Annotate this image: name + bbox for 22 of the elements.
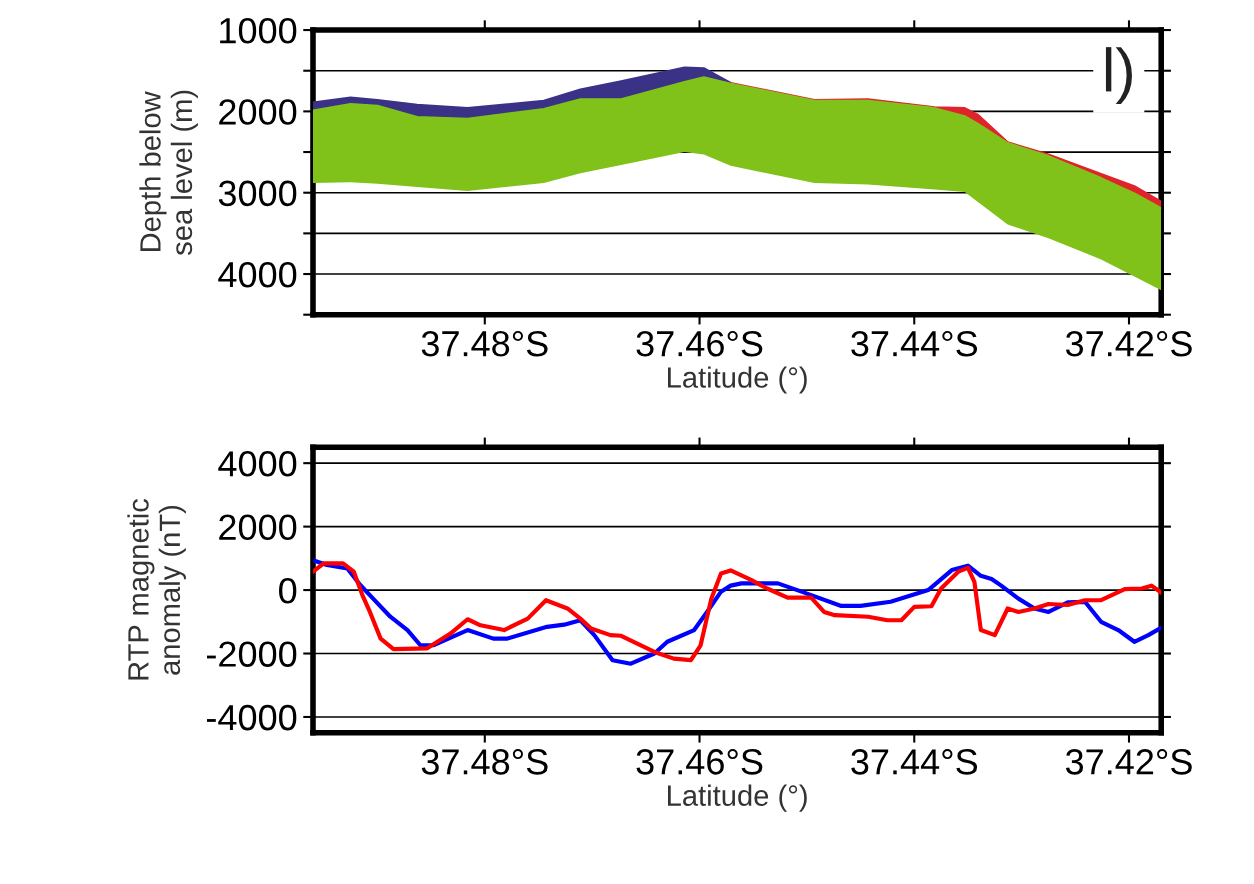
x-tick-label: 37.44°S [851,749,978,775]
x-tick-label: 37.46°S [636,749,763,775]
x-axis-title: Latitude (°) [668,366,807,394]
x-tick-label: 37.46°S [636,330,763,357]
y-tick-label: 1000 [220,17,297,44]
y-tick-label: 4000 [218,451,297,477]
x-tick-label: 37.42°S [1065,749,1192,775]
y-tick-label: 3000 [218,180,297,207]
y-tick-label: 4000 [218,261,297,288]
x-tick-label: 37.44°S [851,330,978,357]
x-tick-label: 37.42°S [1065,330,1192,357]
y-tick-label: -4000 [206,704,297,731]
x-tick-label: 37.48°S [421,330,548,357]
y-axis-title: Depth below sea level (m) [139,90,198,256]
y-tick-label: -2000 [206,641,297,667]
y-tick-label: 2000 [219,514,297,541]
annotation: l) [1105,47,1132,105]
y-tick-label: 2000 [219,99,297,125]
x-tick-label: 37.48°S [421,749,548,775]
y-tick-label: 0 [279,577,297,604]
y-axis-title: RTP magnetic anomaly (nT) [127,498,186,680]
x-axis-title: Latitude (°) [668,784,807,812]
